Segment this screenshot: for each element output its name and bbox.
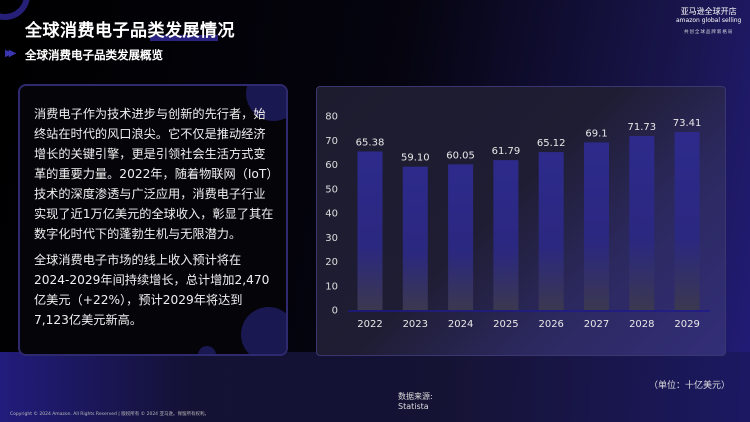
y-tick-label: 80: [325, 112, 338, 123]
x-tick-label: 2027: [584, 319, 609, 330]
data-label: 65.12: [537, 138, 566, 149]
logo-en: amazon global selling: [676, 17, 742, 24]
description-paragraph-1: 消费电子作为技术进步与创新的先行者，始终站在时代的风口浪尖。它不仅是推动经济增长…: [34, 107, 274, 241]
decorative-circle: [198, 346, 216, 354]
y-tick-label: 0: [332, 306, 338, 317]
x-tick-label: 2025: [493, 319, 518, 330]
bar: [584, 142, 609, 310]
data-label: 65.38: [356, 137, 385, 148]
source-label: 数据来源:: [398, 392, 433, 401]
x-tick-label: 2028: [629, 319, 654, 330]
bar: [402, 166, 428, 310]
double-arrow-icon: ▶▶: [5, 48, 17, 59]
data-source: 数据来源: Statista: [398, 392, 433, 412]
bar: [448, 164, 474, 310]
data-label: 69.1: [585, 128, 607, 139]
logo-cn: 亚马逊全球开店: [680, 7, 737, 16]
data-label: 61.79: [492, 146, 521, 157]
y-tick-label: 50: [325, 184, 338, 195]
x-tick-label: 2026: [538, 319, 563, 330]
section-subtitle: 全球消费电子品类发展概览: [25, 48, 163, 62]
description-card: 消费电子作为技术进步与创新的先行者，始终站在时代的风口浪尖。它不仅是推动经济增长…: [18, 84, 288, 356]
page-title: 全球消费电子品类发展情况: [25, 21, 235, 41]
copyright: Copyright © 2024 Amazon. All Rights Rese…: [10, 412, 209, 417]
bar: [629, 136, 655, 310]
decorative-circle: [241, 307, 286, 354]
bar: [538, 152, 564, 310]
data-label: 73.41: [673, 118, 702, 129]
description-paragraph-2: 全球消费电子市场的线上收入预计将在2024-2029年间持续增长，总计增加2,4…: [34, 253, 270, 327]
y-tick-label: 70: [325, 136, 338, 147]
bar: [493, 160, 519, 310]
data-label: 71.73: [627, 122, 656, 133]
x-tick-label: 2024: [448, 319, 473, 330]
source-value: Statista: [398, 402, 429, 411]
x-tick-label: 2029: [674, 319, 699, 330]
y-tick-label: 30: [325, 233, 338, 244]
data-label: 60.05: [446, 150, 475, 161]
background-glow: [0, 352, 750, 422]
title-underline: [150, 35, 218, 41]
y-tick-label: 10: [325, 281, 338, 292]
y-tick-label: 20: [325, 257, 338, 268]
x-tick-label: 2022: [357, 319, 382, 330]
y-tick-label: 60: [325, 160, 338, 171]
unit-label: （单位：十亿美元）: [649, 381, 731, 391]
data-label: 59.10: [401, 153, 430, 164]
logo-slogan: 共创全球品牌新格局: [683, 30, 734, 35]
bar: [357, 151, 383, 310]
x-tick-label: 2023: [403, 319, 428, 330]
amazon-global-selling-logo: 亚马逊全球开店 amazon global selling 共创全球品牌新格局: [676, 7, 741, 38]
bar: [674, 131, 700, 310]
y-tick-label: 40: [325, 209, 338, 220]
